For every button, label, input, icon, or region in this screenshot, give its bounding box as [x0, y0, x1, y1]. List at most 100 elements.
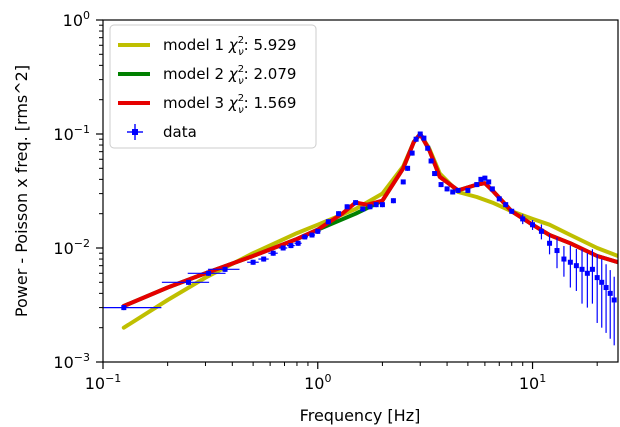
x-tick-label-exponent: 1	[539, 372, 546, 385]
y-tick-label: 100	[63, 9, 90, 30]
data-point	[465, 187, 471, 193]
data-point	[482, 175, 488, 181]
data-point	[599, 279, 605, 285]
legend-label-4: data	[163, 123, 197, 141]
legend-label-sup: 2	[238, 64, 244, 75]
y-tick-label: 10−1	[53, 123, 90, 144]
data-point	[603, 285, 609, 291]
data-point	[450, 189, 456, 195]
data-point	[409, 150, 415, 156]
legend-label-prefix: model 2	[163, 65, 229, 83]
x-tick-label-base: 10	[519, 374, 539, 393]
data-point	[561, 256, 567, 262]
data-point	[489, 186, 495, 192]
data-point	[367, 204, 373, 210]
y-tick-label-base: 10	[53, 125, 73, 144]
data-point	[438, 182, 444, 188]
data-point	[185, 279, 191, 285]
data-point	[478, 176, 484, 182]
data-point	[302, 234, 308, 240]
y-tick-label-exponent: −1	[74, 123, 90, 136]
data-layer	[103, 131, 618, 346]
data-point	[121, 305, 127, 311]
legend-label-sup: 2	[238, 35, 244, 46]
data-point	[573, 263, 579, 269]
data-point	[584, 270, 590, 276]
data-point	[554, 248, 560, 254]
data-point	[413, 136, 419, 142]
data-point	[405, 165, 411, 171]
x-tick-label: 10−1	[85, 372, 122, 393]
legend-label-suffix: : 2.079	[244, 65, 297, 83]
data-point	[496, 196, 502, 202]
data-point	[425, 145, 431, 151]
x-axis-label: Frequency [Hz]	[300, 406, 421, 425]
data-point	[336, 211, 342, 217]
legend-box	[109, 24, 317, 149]
y-tick-label-exponent: −3	[74, 351, 90, 364]
data-point	[594, 275, 600, 281]
x-tick-label-base: 10	[304, 374, 324, 393]
data-point	[280, 245, 286, 251]
data-point	[390, 198, 396, 204]
data-point	[611, 297, 617, 303]
legend-label-1: model 1 χ2 ν: 5.929	[163, 35, 296, 58]
data-point	[486, 179, 492, 185]
data-point	[309, 232, 315, 238]
x-tick-label: 100	[304, 372, 331, 393]
y-axis-label: Power - Poisson x freq. [rms^2]	[12, 65, 31, 317]
data-point	[288, 243, 294, 249]
data-point	[520, 216, 526, 222]
legend-label-chi: χ	[228, 36, 239, 54]
y-tick-label-base: 10	[53, 353, 73, 372]
data-point	[325, 219, 331, 225]
data-point	[509, 208, 515, 214]
legend-label-suffix: : 1.569	[244, 94, 297, 112]
ticks-layer	[96, 19, 598, 369]
data-point	[344, 204, 350, 210]
x-tick-label-exponent: −1	[105, 372, 121, 385]
legend-label-chi: χ	[228, 94, 239, 112]
legend-label-prefix: model 1	[163, 36, 229, 54]
legend-swatch-marker	[132, 129, 138, 135]
data-point	[379, 202, 385, 208]
y-tick-label-exponent: 0	[83, 9, 90, 22]
data-point	[315, 228, 321, 234]
data-point	[567, 259, 573, 265]
data-point	[250, 259, 256, 265]
data-point	[474, 182, 480, 188]
y-tick-label: 10−2	[53, 237, 90, 258]
data-point	[607, 290, 613, 296]
legend-label-prefix: data	[163, 123, 197, 141]
data-point	[428, 158, 434, 164]
data-point	[206, 270, 212, 276]
data-point	[455, 187, 461, 193]
data-point	[547, 240, 553, 246]
data-point	[222, 266, 228, 272]
x-tick-label: 101	[519, 372, 546, 393]
legend-label-sub: ν	[238, 47, 244, 58]
data-point	[295, 240, 301, 246]
y-tick-label-exponent: −2	[74, 237, 90, 250]
y-tick-label-base: 10	[63, 11, 83, 30]
data-point	[538, 228, 544, 234]
x-tick-label-base: 10	[85, 374, 105, 393]
legend-label-suffix: : 5.929	[244, 36, 297, 54]
data-point	[444, 186, 450, 192]
data-point	[270, 250, 276, 256]
legend-label-sup: 2	[238, 93, 244, 104]
legend-label-sub: ν	[238, 76, 244, 87]
data-point	[530, 222, 536, 228]
legend-label-3: model 3 χ2 ν: 1.569	[163, 93, 296, 116]
legend-label-sub: ν	[238, 105, 244, 116]
x-tick-label-exponent: 0	[324, 372, 331, 385]
data-point	[421, 135, 427, 141]
data-point	[579, 266, 585, 272]
data-point	[353, 200, 359, 206]
data-point	[432, 171, 438, 177]
data-point	[503, 202, 509, 208]
data-point	[261, 256, 267, 262]
